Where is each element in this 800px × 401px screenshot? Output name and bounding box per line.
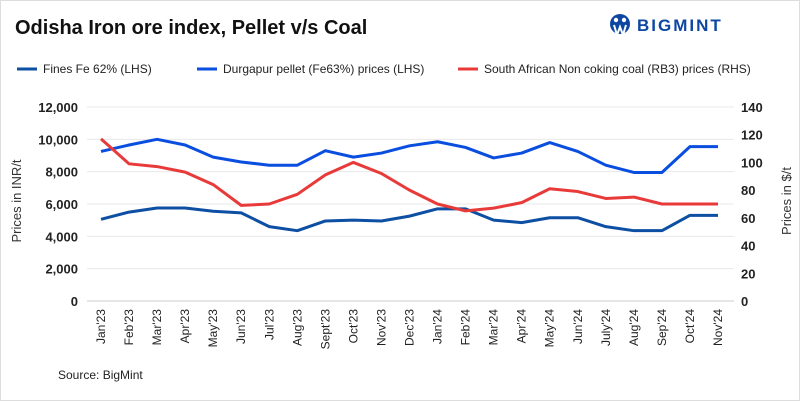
y-tick-label: 10,000 [38, 132, 78, 147]
series-line-0 [100, 206, 718, 233]
x-tick-label: Jan'23 [94, 309, 108, 344]
logo-text: BIGMINT [637, 16, 723, 35]
y2-tick-label: 80 [741, 183, 755, 198]
y2-tick-label: 100 [741, 155, 763, 170]
x-tick-label: Feb'24 [459, 309, 473, 346]
y-tick-label: 0 [71, 294, 78, 309]
y2-tick-label: 40 [741, 239, 755, 254]
y2-tick-label: 140 [741, 100, 763, 115]
legend-label: Fines Fe 62% (LHS) [43, 62, 152, 76]
y-tick-label: 4,000 [45, 229, 78, 244]
x-tick-label: Aug'23 [290, 309, 304, 346]
y2-tick-label: 0 [741, 294, 748, 309]
x-tick-label: Jun'24 [571, 309, 585, 344]
y2-tick-label: 20 [741, 266, 755, 281]
y-axis-label: Prices in INR/t [9, 159, 24, 242]
bigmint-logo: BIGMINT [609, 13, 723, 39]
x-tick-label: Oct'24 [683, 309, 697, 344]
y-tick-label: 12,000 [38, 100, 78, 115]
x-tick-label: Jan'24 [431, 309, 445, 344]
x-tick-label: Nov'24 [711, 309, 725, 346]
y2-axis-label: Prices in $/t [779, 167, 794, 235]
x-tick-label: Mar'24 [487, 309, 501, 346]
x-tick-label: Apr'23 [178, 309, 192, 344]
x-tick-label: Dec'23 [403, 309, 417, 346]
x-tick-label: Jun'23 [234, 309, 248, 344]
x-tick-label: Sept'23 [318, 309, 332, 350]
x-tick-label: Feb'23 [122, 309, 136, 346]
x-tick-label: Mar'23 [150, 309, 164, 346]
x-tick-label: May'23 [206, 309, 220, 348]
series-line-2 [100, 137, 718, 213]
legend-label: South African Non coking coal (RB3) pric… [484, 62, 751, 76]
series-line-1 [100, 137, 718, 174]
y-tick-label: 2,000 [45, 262, 78, 277]
y-tick-label: 6,000 [45, 197, 78, 212]
x-tick-label: Oct'23 [346, 309, 360, 344]
x-tick-label: Sep'24 [655, 309, 669, 346]
x-tick-label: Jul'23 [262, 309, 276, 340]
legend-label: Durgapur pellet (Fe63%) prices (LHS) [223, 62, 424, 76]
y-tick-label: 8,000 [45, 165, 78, 180]
chart-title: Odisha Iron ore index, Pellet v/s Coal [15, 17, 368, 39]
source-note: Source: BigMint [58, 368, 143, 382]
x-tick-label: Nov'23 [374, 309, 388, 346]
x-tick-label: Aug'24 [627, 309, 641, 346]
x-tick-label: July'24 [599, 309, 613, 346]
y2-tick-label: 120 [741, 128, 763, 143]
x-tick-label: May'24 [543, 309, 557, 348]
x-tick-label: Apr'24 [515, 309, 529, 344]
logo-icon [610, 14, 630, 39]
y2-tick-label: 60 [741, 211, 755, 226]
